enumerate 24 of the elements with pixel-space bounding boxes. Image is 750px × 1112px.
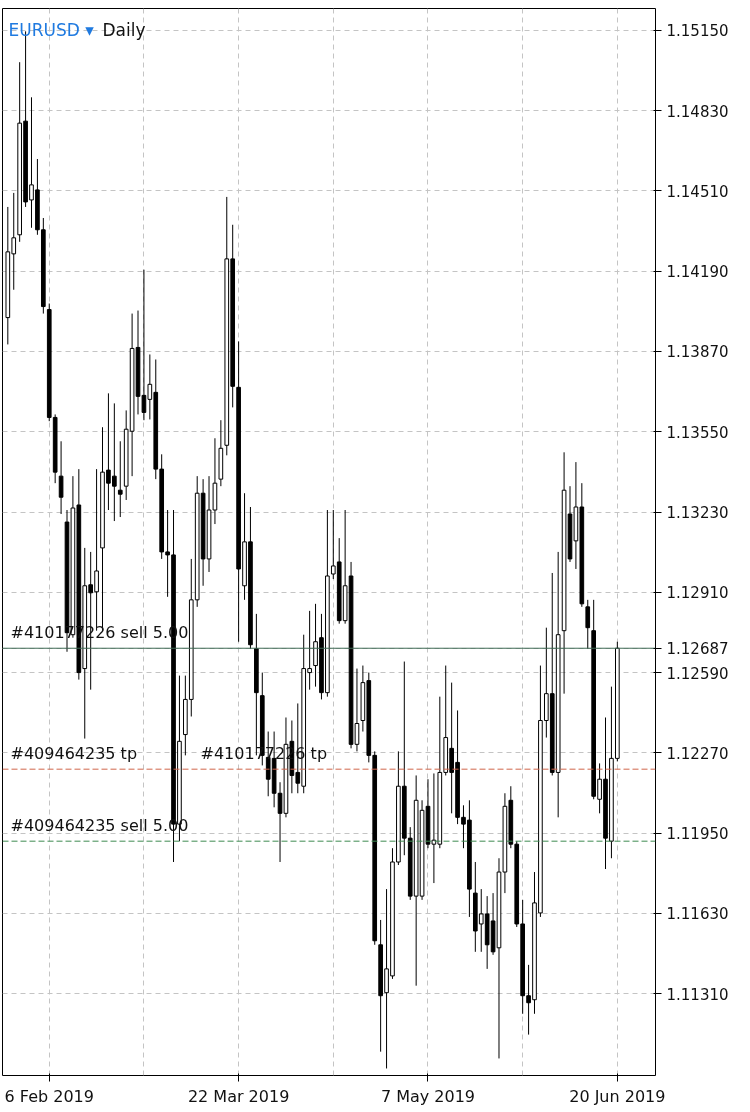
text: Daily [102, 19, 146, 40]
y-tick-label: 1.14510 [666, 182, 729, 201]
y-tick-label: 1.12270 [666, 744, 729, 763]
y-tick-label: 1.13230 [666, 504, 729, 523]
x-tick-label: 20 Jun 2019 [569, 1086, 666, 1106]
y-tick-label: 1.13550 [666, 423, 729, 442]
y-tick-label: 1.15150 [666, 22, 729, 41]
ref-line-label: #409464235 tp [10, 744, 138, 764]
y-tick-label: 1.12687 [666, 640, 729, 659]
y-tick-label: 1.12590 [666, 664, 729, 683]
y-tick-label: 1.14830 [666, 102, 729, 121]
x-tick-label: 7 May 2019 [380, 1086, 476, 1106]
candlestick [117, 440, 123, 518]
candlestick [585, 599, 591, 650]
y-tick-label: 1.11950 [666, 825, 729, 844]
x-tick-label: 6 Feb 2019 [4, 1086, 94, 1106]
y-tick-label: 1.12910 [666, 584, 729, 603]
x-tick-label: 22 Mar 2019 [187, 1086, 290, 1106]
text: EURUSD ▾ [8, 19, 95, 40]
y-tick-label: 1.11630 [666, 905, 729, 924]
y-tick-label: 1.11310 [666, 985, 729, 1004]
y-tick-label: 1.14190 [666, 263, 729, 282]
candlestick [58, 440, 64, 515]
y-tick-label: 1.13870 [666, 343, 729, 362]
